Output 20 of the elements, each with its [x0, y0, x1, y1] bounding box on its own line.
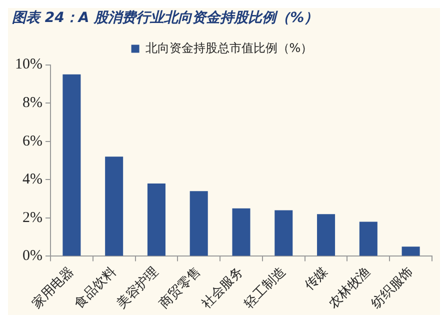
y-tick-label: 10% — [14, 56, 42, 73]
y-tick-label: 0% — [22, 248, 42, 264]
bar — [359, 222, 378, 256]
bar — [62, 74, 81, 256]
legend-label: 北向资金持股总市值比例（%） — [145, 40, 313, 55]
y-tick-label: 4% — [22, 172, 42, 188]
x-tick-label: 传媒 — [302, 264, 332, 294]
y-tick-label: 8% — [22, 95, 42, 112]
bar — [402, 246, 420, 256]
y-tick-label: 6% — [22, 133, 42, 150]
bar — [232, 208, 250, 256]
chart-title: 图表 24：A 股消费行业北向资金持股比例（%） — [12, 10, 318, 26]
bar — [105, 156, 124, 256]
bar — [190, 191, 208, 256]
y-tick-label: 2% — [22, 210, 42, 226]
bar — [147, 183, 166, 256]
bar — [274, 210, 293, 256]
x-tick-label: 轻工制造 — [241, 264, 289, 312]
bar — [317, 214, 336, 256]
x-tick-label: 家用电器 — [28, 264, 77, 312]
